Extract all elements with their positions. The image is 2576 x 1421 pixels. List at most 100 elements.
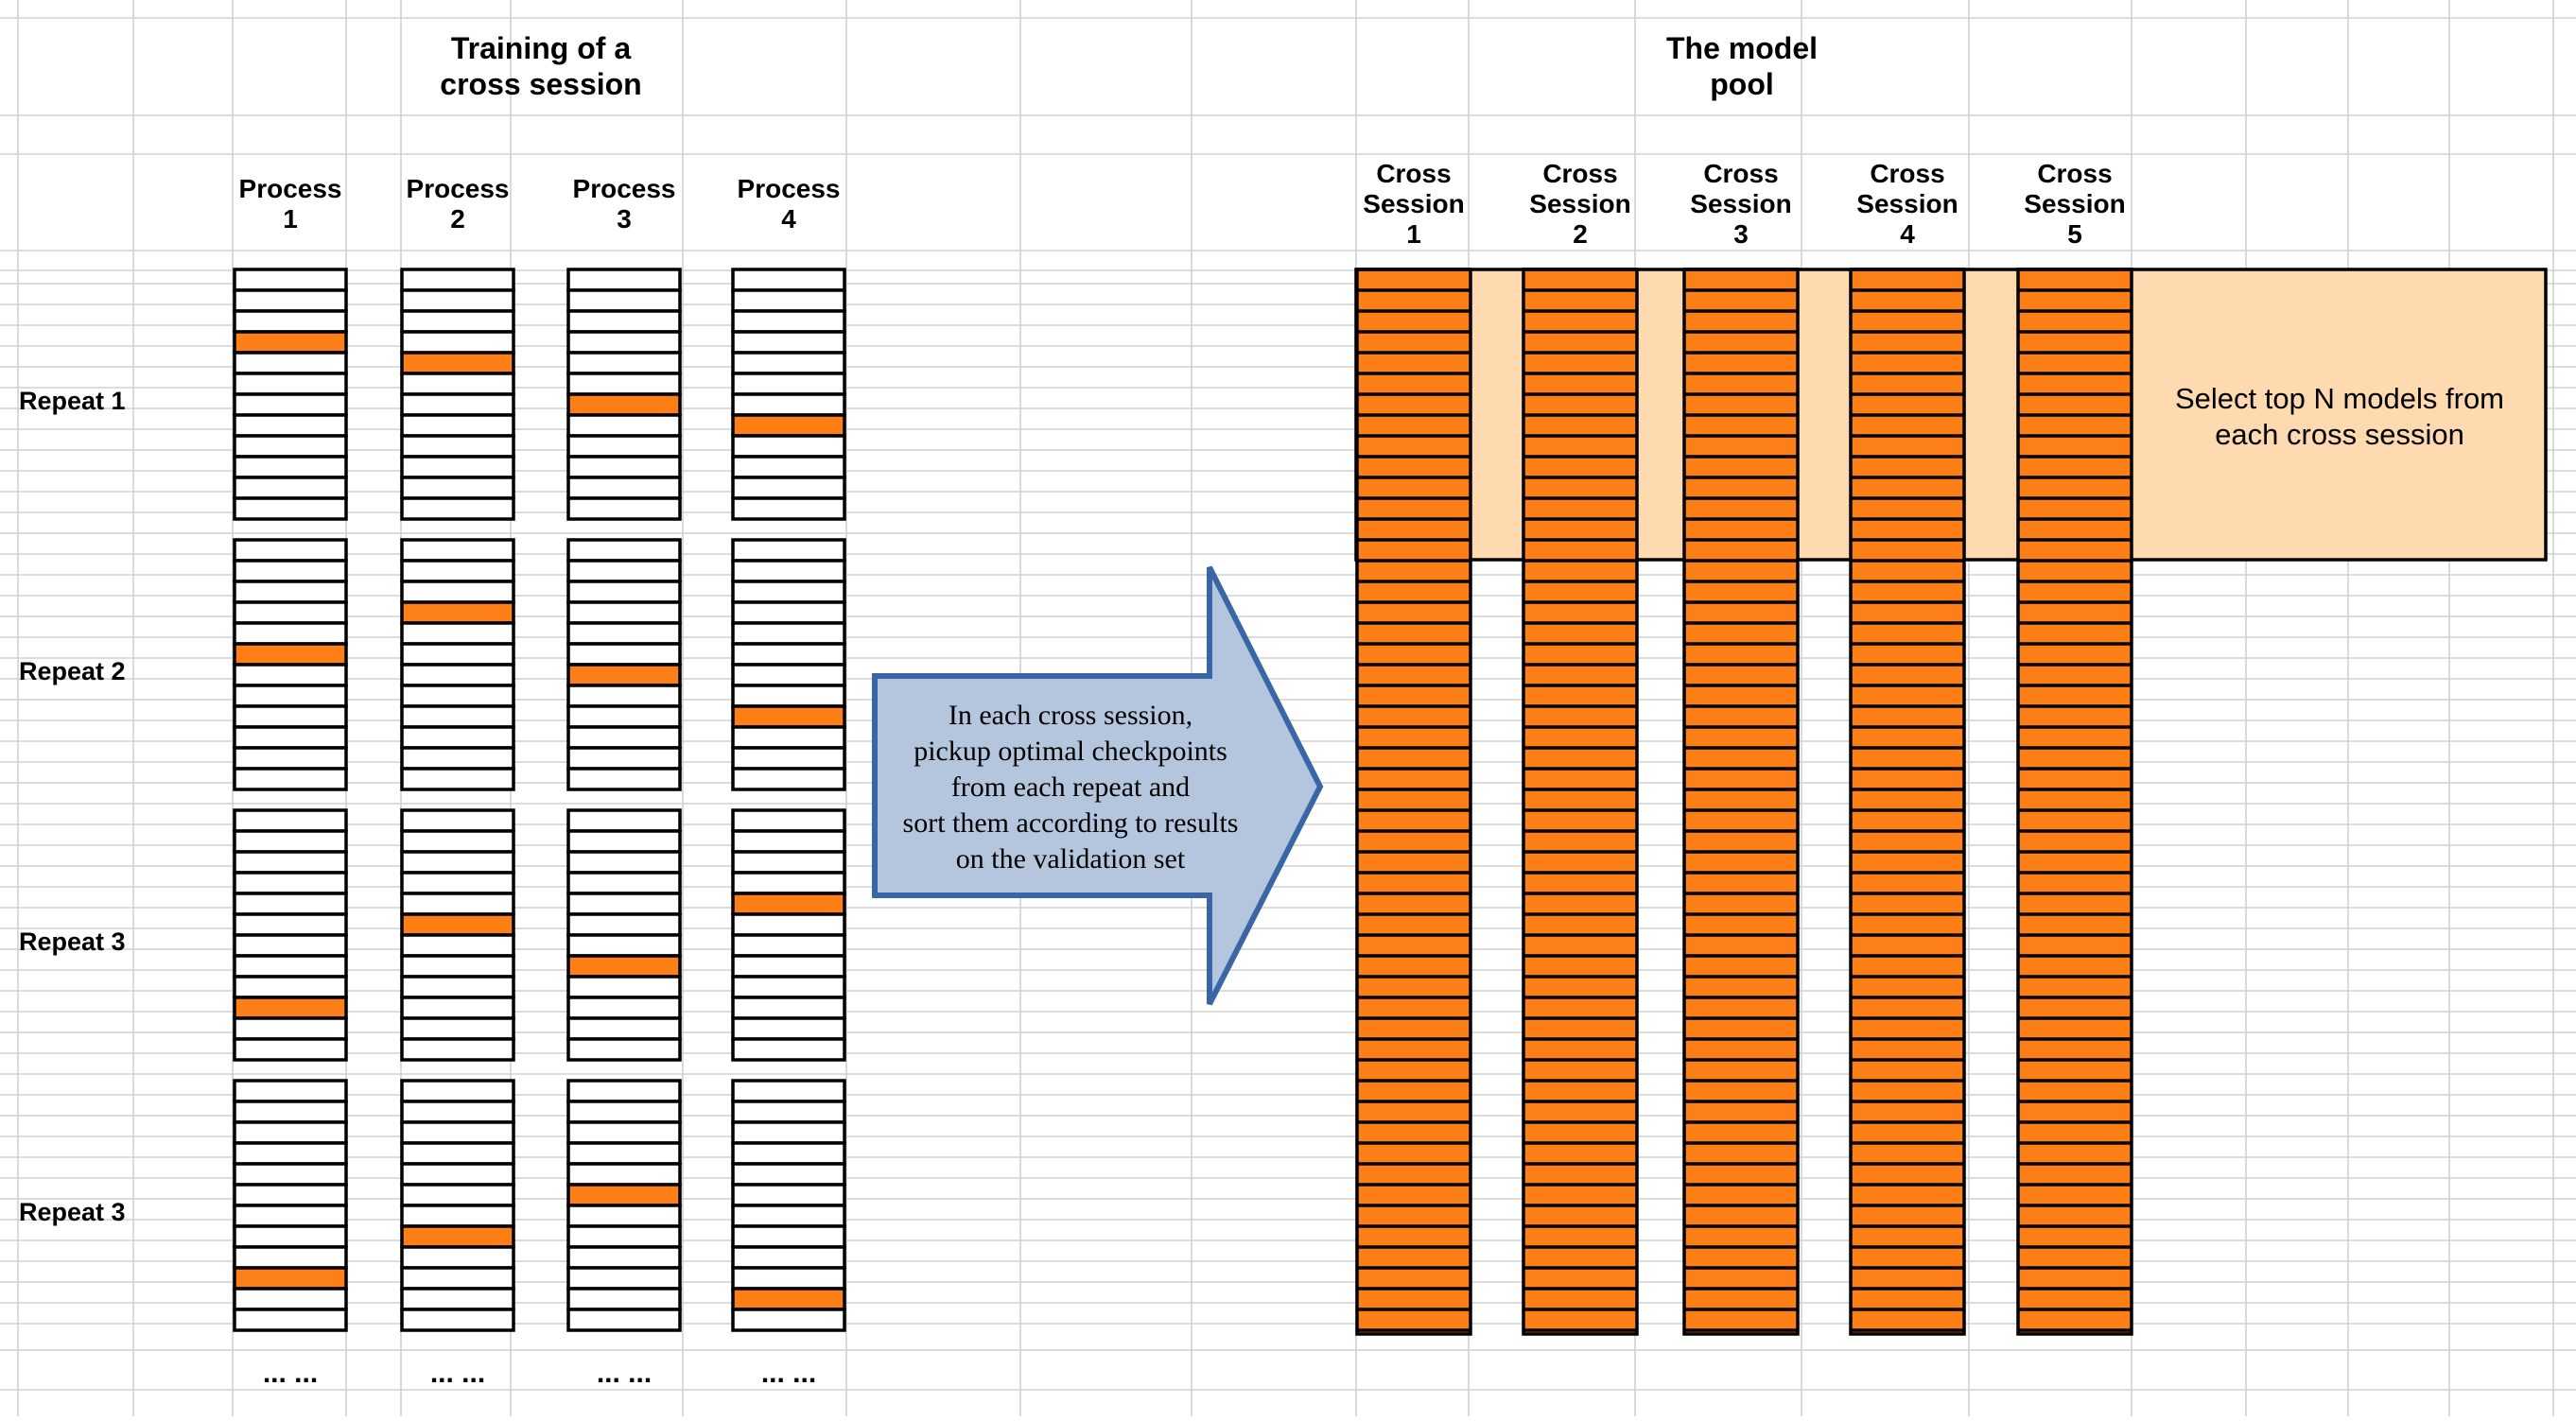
checkpoint-cell bbox=[731, 1308, 846, 1332]
checkpoint-cell bbox=[731, 621, 846, 646]
checkpoint-cell bbox=[233, 496, 348, 521]
checkpoint-cell bbox=[233, 600, 348, 625]
session-column bbox=[1849, 268, 1966, 1336]
session-header: Cross Session 2 bbox=[1529, 159, 1630, 249]
selected-checkpoint bbox=[400, 912, 515, 937]
checkpoint-cell bbox=[400, 746, 515, 771]
checkpoint-cell bbox=[233, 288, 348, 313]
process-header: Process 2 bbox=[407, 174, 510, 234]
checkpoint-cell bbox=[400, 392, 515, 417]
checkpoint-cell bbox=[731, 996, 846, 1020]
checkpoint-cell bbox=[233, 684, 348, 708]
checkpoint-cell bbox=[566, 1079, 682, 1103]
checkpoint-cell bbox=[233, 1079, 348, 1103]
checkpoint-cell bbox=[566, 621, 682, 646]
checkpoint-cell bbox=[566, 1100, 682, 1124]
checkpoint-cell bbox=[731, 580, 846, 604]
checkpoint-cell bbox=[400, 808, 515, 833]
arrow-caption: In each cross session, pickup optimal che… bbox=[903, 700, 1239, 875]
session-column-fill bbox=[1523, 269, 1637, 1334]
checkpoint-cell bbox=[731, 1224, 846, 1249]
checkpoint-cell bbox=[731, 642, 846, 667]
checkpoint-cell bbox=[400, 1183, 515, 1207]
checkpoint-cell bbox=[566, 1245, 682, 1270]
session-header-line: Cross bbox=[1376, 159, 1451, 188]
checkpoint-stack bbox=[233, 1079, 348, 1332]
checkpoint-cell bbox=[566, 767, 682, 791]
checkpoint-cell bbox=[566, 538, 682, 563]
checkpoint-cell bbox=[233, 268, 348, 292]
checkpoint-cell bbox=[566, 1120, 682, 1145]
process-header-line: 4 bbox=[781, 204, 796, 234]
checkpoint-cell bbox=[400, 725, 515, 750]
checkpoint-cell bbox=[566, 1162, 682, 1187]
checkpoint-cell bbox=[233, 850, 348, 875]
checkpoint-stack bbox=[400, 268, 515, 521]
checkpoint-cell bbox=[566, 476, 682, 500]
session-column-fill bbox=[1851, 269, 1964, 1334]
session-header-line: Session bbox=[1690, 189, 1791, 218]
checkpoint-cell bbox=[233, 476, 348, 500]
session-header: Cross Session 5 bbox=[2024, 159, 2125, 249]
checkpoint-cell bbox=[566, 892, 682, 916]
ellipsis: ... ... bbox=[761, 1358, 816, 1389]
left-title-line: cross session bbox=[440, 67, 641, 101]
checkpoint-cell bbox=[233, 621, 348, 646]
checkpoint-cell bbox=[731, 1183, 846, 1207]
session-header-line: Cross bbox=[2037, 159, 2112, 188]
checkpoint-cell bbox=[731, 663, 846, 687]
checkpoint-cell bbox=[566, 1037, 682, 1062]
checkpoint-stack bbox=[566, 538, 682, 791]
arrow-caption-line: from each repeat and bbox=[951, 771, 1190, 803]
checkpoint-cell bbox=[400, 1100, 515, 1124]
checkpoint-cell bbox=[731, 455, 846, 479]
checkpoint-cell bbox=[400, 850, 515, 875]
process-header-line: 2 bbox=[450, 204, 465, 234]
checkpoint-cell bbox=[400, 268, 515, 292]
checkpoint-cell bbox=[566, 580, 682, 604]
selected-checkpoint bbox=[566, 1183, 682, 1207]
checkpoint-cell bbox=[233, 1120, 348, 1145]
checkpoint-cell bbox=[566, 268, 682, 292]
checkpoint-cell bbox=[731, 559, 846, 583]
checkpoint-cell bbox=[566, 1308, 682, 1332]
checkpoint-cell bbox=[400, 288, 515, 313]
checkpoint-cell bbox=[233, 1308, 348, 1332]
selected-checkpoint bbox=[566, 663, 682, 687]
session-column-fill bbox=[2018, 269, 2132, 1334]
checkpoint-stack bbox=[400, 808, 515, 1062]
checkpoint-cell bbox=[400, 892, 515, 916]
checkpoint-cell bbox=[566, 309, 682, 334]
selected-checkpoint bbox=[400, 351, 515, 375]
checkpoint-cell bbox=[233, 309, 348, 334]
select-top-n-text-line: Select top N models from bbox=[2175, 382, 2504, 415]
repeat-label: Repeat 3 bbox=[19, 1198, 126, 1226]
selected-checkpoint bbox=[400, 600, 515, 625]
checkpoint-cell bbox=[400, 476, 515, 500]
checkpoint-cell bbox=[731, 1016, 846, 1041]
checkpoint-cell bbox=[400, 704, 515, 729]
checkpoint-cell bbox=[566, 351, 682, 375]
checkpoint-cell bbox=[233, 1016, 348, 1041]
session-column-border bbox=[1522, 268, 1639, 1336]
checkpoint-cell bbox=[566, 808, 682, 833]
left-title-line: Training of a bbox=[451, 31, 631, 65]
checkpoint-cell bbox=[731, 496, 846, 521]
checkpoint-cell bbox=[400, 372, 515, 396]
checkpoint-stack bbox=[731, 538, 846, 791]
selected-checkpoint bbox=[233, 996, 348, 1020]
checkpoint-cell bbox=[233, 1141, 348, 1166]
checkpoint-cell bbox=[731, 288, 846, 313]
checkpoint-cell bbox=[731, 600, 846, 625]
checkpoint-cell bbox=[731, 850, 846, 875]
selected-checkpoint bbox=[400, 1224, 515, 1249]
checkpoint-cell bbox=[233, 1245, 348, 1270]
checkpoint-cell bbox=[731, 351, 846, 375]
checkpoint-cell bbox=[566, 496, 682, 521]
select-top-n-text-line: each cross session bbox=[2215, 418, 2464, 451]
session-column bbox=[2016, 268, 2133, 1336]
session-header-line: Session bbox=[1856, 189, 1958, 218]
checkpoint-cell bbox=[233, 351, 348, 375]
selected-checkpoint bbox=[731, 892, 846, 916]
